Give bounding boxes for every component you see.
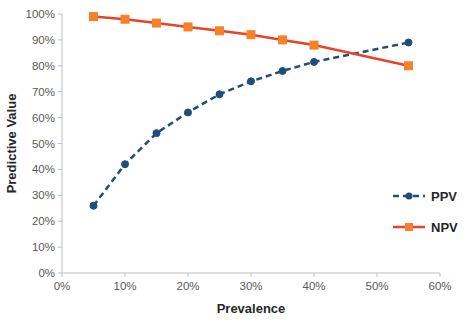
y-tick bbox=[58, 169, 62, 170]
y-tick-label: 20% bbox=[32, 215, 55, 227]
y-tick bbox=[58, 14, 62, 15]
chart-container: 0% 10% 20% 30% 40% 50% 60% 70% 80% 90% 100% 0% 10% 20… bbox=[0, 0, 474, 322]
data-point bbox=[216, 91, 223, 98]
data-point bbox=[405, 62, 413, 70]
x-axis-title: Prevalence bbox=[217, 301, 286, 316]
x-tick-label: 60% bbox=[428, 280, 451, 292]
y-tick-label: 10% bbox=[32, 241, 55, 253]
x-tick-label: 40% bbox=[302, 280, 325, 292]
data-point bbox=[153, 19, 161, 27]
data-point bbox=[248, 78, 255, 85]
data-point bbox=[90, 202, 97, 209]
x-tick-label: 50% bbox=[365, 280, 388, 292]
y-tick bbox=[58, 273, 62, 274]
data-point bbox=[153, 130, 160, 137]
data-point bbox=[185, 109, 192, 116]
background bbox=[0, 0, 474, 322]
x-tick bbox=[125, 273, 126, 277]
x-tick-label: 10% bbox=[113, 280, 136, 292]
y-tick-label: 0% bbox=[38, 267, 55, 279]
x-tick-label: 20% bbox=[176, 280, 199, 292]
y-tick bbox=[58, 39, 62, 40]
x-tick bbox=[314, 273, 315, 277]
x-tick-label: 30% bbox=[239, 280, 262, 292]
y-tick bbox=[58, 221, 62, 222]
data-point bbox=[405, 39, 412, 46]
plot-area bbox=[90, 13, 413, 210]
y-tick-label: 100% bbox=[26, 8, 55, 20]
y-tick bbox=[58, 117, 62, 118]
x-tick-label: 0% bbox=[54, 280, 71, 292]
y-tick-label: 70% bbox=[32, 86, 55, 98]
legend-label: NPV bbox=[431, 220, 458, 235]
y-tick-label: 60% bbox=[32, 112, 55, 124]
y-tick bbox=[58, 143, 62, 144]
legend-label: PPV bbox=[431, 189, 457, 204]
series-line bbox=[94, 42, 409, 205]
y-tick bbox=[58, 65, 62, 66]
legend-marker bbox=[405, 223, 413, 231]
y-tick-label: 40% bbox=[32, 163, 55, 175]
y-tick bbox=[58, 91, 62, 92]
data-point bbox=[122, 161, 129, 168]
data-point bbox=[279, 67, 286, 74]
series-line bbox=[94, 17, 409, 66]
y-axis-title: Predictive Value bbox=[4, 94, 19, 194]
y-tick-label: 90% bbox=[32, 34, 55, 46]
y-tick bbox=[58, 195, 62, 196]
data-point bbox=[279, 36, 287, 44]
chart-svg: 0% 10% 20% 30% 40% 50% 60% 70% 80% 90% 100% 0% 10% 20… bbox=[0, 0, 474, 322]
data-point bbox=[247, 31, 255, 39]
data-point bbox=[216, 27, 224, 35]
data-point bbox=[121, 15, 129, 23]
y-tick bbox=[58, 247, 62, 248]
data-point bbox=[310, 41, 318, 49]
x-tick bbox=[251, 273, 252, 277]
y-tick-label: 80% bbox=[32, 60, 55, 72]
data-point bbox=[184, 23, 192, 31]
x-tick bbox=[62, 273, 63, 277]
y-tick-label: 30% bbox=[32, 189, 55, 201]
x-tick bbox=[440, 273, 441, 277]
legend-marker bbox=[406, 193, 413, 200]
x-tick bbox=[377, 273, 378, 277]
y-tick-label: 50% bbox=[32, 138, 55, 150]
data-point bbox=[90, 13, 98, 21]
x-tick bbox=[188, 273, 189, 277]
data-point bbox=[311, 58, 318, 65]
